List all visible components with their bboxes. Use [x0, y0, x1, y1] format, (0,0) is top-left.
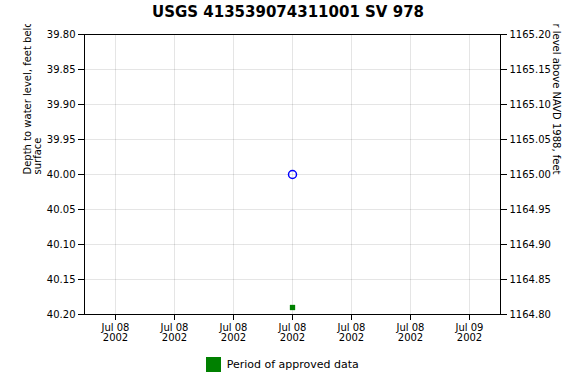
svg-text:Groundwater level above NAVD 1: Groundwater level above NAVD 1988, feet [551, 24, 562, 175]
svg-text:40.20: 40.20 [47, 309, 76, 320]
svg-text:39.95: 39.95 [47, 134, 76, 145]
svg-text:1164.80: 1164.80 [510, 309, 551, 320]
html-text:Period of approved data: Period of approved data [226, 357, 359, 371]
svg-text:40.05: 40.05 [47, 204, 76, 215]
html-text:USGS 413539074311001 SV 978: USGS 413539074311001 SV 978 [152, 3, 424, 21]
svg-text:Jul 092002: Jul 092002 [455, 322, 484, 343]
svg-text:1164.85: 1164.85 [510, 274, 551, 285]
svg-text:1165.10: 1165.10 [510, 99, 551, 110]
svg-text:Depth to water level, feet bel: Depth to water level, feet below landsur… [22, 24, 43, 175]
svg-text:1165.00: 1165.00 [510, 169, 551, 180]
svg-text:39.90: 39.90 [47, 99, 76, 110]
svg-text:Jul 082002: Jul 082002 [278, 322, 307, 343]
svg-text:Jul 082002: Jul 082002 [101, 322, 130, 343]
svg-text:Jul 082002: Jul 082002 [396, 322, 425, 343]
svg-text:40.10: 40.10 [47, 239, 76, 250]
svg-text:39.80: 39.80 [47, 29, 76, 40]
svg-text:1164.95: 1164.95 [510, 204, 551, 215]
svg-text:Jul 082002: Jul 082002 [160, 322, 189, 343]
svg-text:1165.05: 1165.05 [510, 134, 551, 145]
svg-text:Jul 082002: Jul 082002 [337, 322, 366, 343]
svg-text:Jul 082002: Jul 082002 [219, 322, 248, 343]
svg-text:1165.15: 1165.15 [510, 64, 551, 75]
svg-text:40.00: 40.00 [47, 169, 76, 180]
svg-text:1164.90: 1164.90 [510, 239, 551, 250]
svg-text:39.85: 39.85 [47, 64, 76, 75]
svg-text:1165.20: 1165.20 [510, 29, 551, 40]
svg-text:40.15: 40.15 [47, 274, 76, 285]
